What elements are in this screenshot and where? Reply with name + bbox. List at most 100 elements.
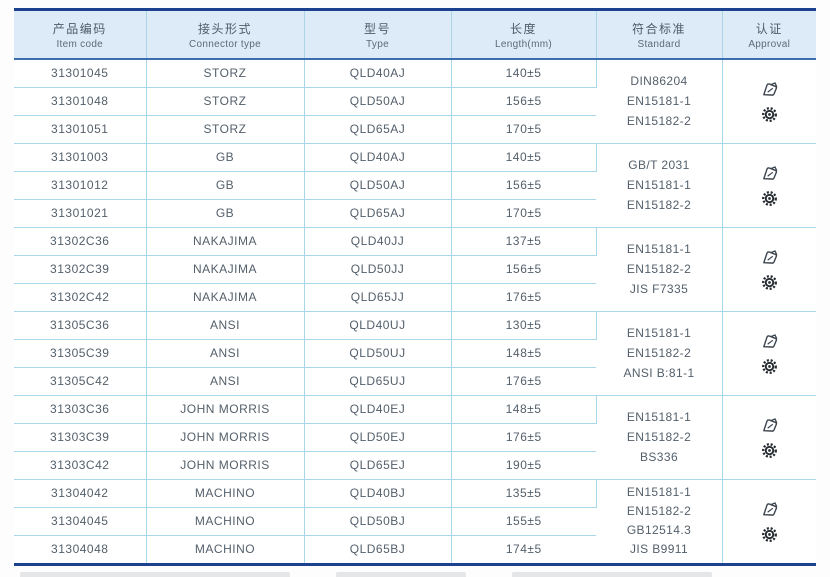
item-code-cell: 31302C36 xyxy=(14,227,147,256)
connector-type-cell: JOHN MORRIS xyxy=(146,451,305,480)
connector-type-cell: MACHINO xyxy=(146,479,305,508)
standard-line: GB/T 2031 xyxy=(628,158,690,172)
connector-type-cell: STORZ xyxy=(146,59,305,88)
length-cell: 148±5 xyxy=(451,395,597,424)
standard-line: JIS F7335 xyxy=(629,282,689,296)
table-row: 31304048 MACHINO QLD65BJ 174±5 xyxy=(14,535,816,563)
length-cell: 130±5 xyxy=(451,311,597,340)
connector-type-cell: NAKAJIMA xyxy=(146,283,305,312)
gear-seal-icon xyxy=(761,190,777,206)
standard-line: EN15181-1 xyxy=(626,410,692,424)
standard-line: JIS B9911 xyxy=(629,542,689,557)
connector-type-cell: NAKAJIMA xyxy=(146,255,305,284)
type-cell: QLD50JJ xyxy=(304,255,452,284)
item-code-cell: 31301021 xyxy=(14,199,147,228)
connector-type-cell: ANSI xyxy=(146,367,305,396)
standard-cell: EN15181-1 EN15182-2 BS336 xyxy=(596,395,723,480)
gear-seal-icon xyxy=(761,526,777,542)
item-code-cell: 31302C42 xyxy=(14,283,147,312)
table-row: 31303C42 JOHN MORRIS QLD65EJ 190±5 xyxy=(14,451,816,480)
standard-cell: GB/T 2031 EN15181-1 EN15182-2 xyxy=(596,143,723,228)
col-header-approval-en: Approval xyxy=(748,38,791,50)
col-header-length-zh: 长度 xyxy=(509,21,537,36)
type-cell: QLD40JJ xyxy=(304,227,452,256)
type-cell: QLD65JJ xyxy=(304,283,452,312)
length-cell: 170±5 xyxy=(451,115,596,144)
table-row: 31301048 STORZ QLD50AJ 156±5 xyxy=(14,87,816,116)
item-code-cell: 31301003 xyxy=(14,143,147,172)
col-header-standard: 符合标准 Standard xyxy=(596,11,723,60)
col-header-standard-zh: 符合标准 xyxy=(631,21,686,36)
type-cell: QLD65AJ xyxy=(304,199,452,228)
standard-line: EN15181-1 xyxy=(626,178,692,192)
length-cell: 155±5 xyxy=(451,507,596,536)
item-code-cell: 31303C39 xyxy=(14,423,147,452)
length-cell: 174±5 xyxy=(451,535,596,563)
connector-type-cell: GB xyxy=(146,143,305,172)
length-cell: 176±5 xyxy=(451,283,596,312)
approval-cell xyxy=(722,395,816,480)
table-row: 31301021 GB QLD65AJ 170±5 xyxy=(14,199,816,228)
type-cell: QLD40AJ xyxy=(304,143,452,172)
standard-cell: EN15181-1 EN15182-2 JIS F7335 xyxy=(596,227,723,312)
standard-line: EN15182-2 xyxy=(626,430,692,444)
type-cell: QLD65BJ xyxy=(304,535,452,563)
standard-cell: EN15181-1 EN15182-2 GB12514.3 JIS B9911 xyxy=(596,479,723,563)
connector-type-cell: ANSI xyxy=(146,311,305,340)
table-row: 31304042 MACHINO QLD40BJ 135±5 EN15181-1… xyxy=(14,479,816,563)
length-cell: 140±5 xyxy=(451,59,597,88)
standard-line: EN15182-2 xyxy=(626,198,692,212)
table-row: 31301012 GB QLD50AJ 156±5 xyxy=(14,171,816,200)
cutoff-smudge xyxy=(336,572,466,577)
col-header-approval-zh: 认证 xyxy=(755,21,783,36)
length-cell: 190±5 xyxy=(451,451,596,480)
item-code-cell: 31301012 xyxy=(14,171,147,200)
gear-seal-icon xyxy=(761,274,777,290)
item-code-cell: 31302C39 xyxy=(14,255,147,284)
length-cell: 176±5 xyxy=(451,423,596,452)
certification-mark-icon xyxy=(762,165,777,180)
item-code-cell: 31301048 xyxy=(14,87,147,116)
item-code-cell: 31303C42 xyxy=(14,451,147,480)
type-cell: QLD50AJ xyxy=(304,87,452,116)
item-code-cell: 31304048 xyxy=(14,535,147,563)
col-header-length: 长度 Length(mm) xyxy=(451,11,597,60)
col-header-type-en: Type xyxy=(366,38,389,50)
certification-mark-icon xyxy=(762,249,777,264)
table-row: 31303C36 JOHN MORRIS QLD40EJ 148±5 EN151… xyxy=(14,395,816,480)
certification-mark-icon xyxy=(762,501,777,516)
col-header-type-zh: 型号 xyxy=(363,21,391,36)
item-code-cell: 31305C36 xyxy=(14,311,147,340)
standard-line: BS336 xyxy=(639,450,679,464)
col-header-length-en: Length(mm) xyxy=(495,38,552,50)
connector-type-cell: ANSI xyxy=(146,339,305,368)
connector-type-cell: STORZ xyxy=(146,87,305,116)
connector-type-cell: STORZ xyxy=(146,115,305,144)
item-code-cell: 31305C39 xyxy=(14,339,147,368)
standard-cell: EN15181-1 EN15182-2 ANSI B:81-1 xyxy=(596,311,723,396)
table-row: 31301051 STORZ QLD65AJ 170±5 xyxy=(14,115,816,144)
type-cell: QLD40EJ xyxy=(304,395,452,424)
certification-mark-icon xyxy=(762,333,777,348)
item-code-cell: 31301051 xyxy=(14,115,147,144)
length-cell: 156±5 xyxy=(451,87,596,116)
type-cell: QLD65AJ xyxy=(304,115,452,144)
connector-type-cell: NAKAJIMA xyxy=(146,227,305,256)
connector-type-cell: JOHN MORRIS xyxy=(146,395,305,424)
type-cell: QLD65EJ xyxy=(304,451,452,480)
type-cell: QLD65UJ xyxy=(304,367,452,396)
table-row: 31303C39 JOHN MORRIS QLD50EJ 176±5 xyxy=(14,423,816,452)
table-row: 31304045 MACHINO QLD50BJ 155±5 xyxy=(14,507,816,536)
header-row: 产品编码 Item code 接头形式 Connector type 型号 Ty… xyxy=(14,11,816,60)
col-header-connector-type-en: Connector type xyxy=(188,38,262,50)
standard-line: EN15181-1 xyxy=(626,94,692,109)
standard-line: DIN86204 xyxy=(630,74,688,89)
approval-cell xyxy=(722,59,816,144)
table-row: 31305C36 ANSI QLD40UJ 130±5 EN15181-1 EN… xyxy=(14,311,816,396)
item-code-cell: 31303C36 xyxy=(14,395,147,424)
product-spec-table: 产品编码 Item code 接头形式 Connector type 型号 Ty… xyxy=(14,8,816,566)
type-cell: QLD40AJ xyxy=(304,59,452,88)
length-cell: 170±5 xyxy=(451,199,596,228)
connector-type-cell: GB xyxy=(146,199,305,228)
type-cell: QLD50UJ xyxy=(304,339,452,368)
